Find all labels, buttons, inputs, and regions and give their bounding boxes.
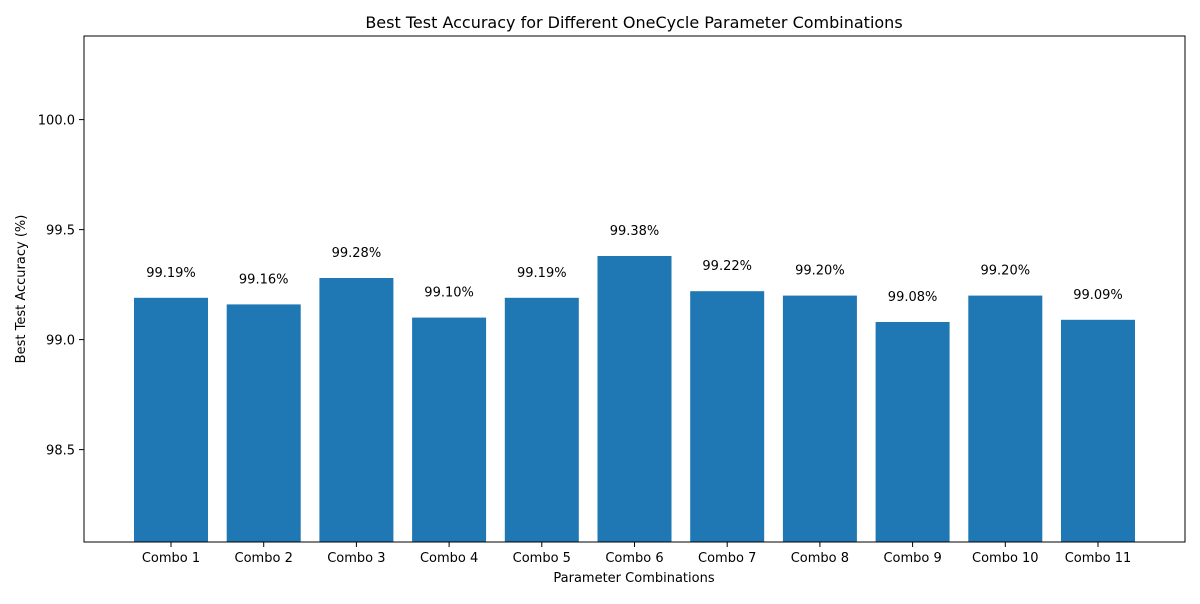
bars-layer bbox=[134, 256, 1135, 542]
bar-10 bbox=[968, 295, 1043, 542]
x-tick-label-1: Combo 1 bbox=[142, 551, 200, 566]
chart-title: Best Test Accuracy for Different OneCycl… bbox=[365, 13, 902, 32]
data-label-7: 99.22% bbox=[702, 259, 752, 274]
x-tick-label-10: Combo 10 bbox=[972, 551, 1039, 566]
data-label-10: 99.20% bbox=[981, 264, 1031, 279]
data-labels-layer: 99.19% 99.16% 99.28% 99.10% 99.19% 99.38% 99.2… bbox=[146, 224, 1123, 305]
data-label-3: 99.28% bbox=[332, 246, 382, 261]
x-axis: Combo 1 Combo 2 Combo 3 Combo 4 Combo 5 Combo… bbox=[142, 542, 1131, 566]
x-tick-label-7: Combo 7 bbox=[698, 551, 756, 566]
data-label-9: 99.08% bbox=[888, 290, 938, 305]
y-tick-label-2: 99.0 bbox=[46, 334, 75, 349]
x-tick-label-6: Combo 6 bbox=[605, 551, 663, 566]
y-tick-label-1: 98.5 bbox=[46, 444, 75, 459]
x-tick-label-2: Combo 2 bbox=[235, 551, 293, 566]
y-tick-label-4: 100.0 bbox=[38, 114, 75, 129]
y-tick-label-3: 99.5 bbox=[46, 224, 75, 239]
data-label-11: 99.09% bbox=[1073, 288, 1123, 303]
x-tick-label-11: Combo 11 bbox=[1065, 551, 1132, 566]
x-tick-label-3: Combo 3 bbox=[327, 551, 385, 566]
x-tick-label-5: Combo 5 bbox=[513, 551, 571, 566]
x-tick-label-4: Combo 4 bbox=[420, 551, 478, 566]
bar-5 bbox=[504, 297, 579, 542]
y-axis-label: Best Test Accuracy (%) bbox=[14, 215, 29, 364]
y-axis: 98.5 99.0 99.5 100.0 bbox=[38, 114, 84, 459]
data-label-5: 99.19% bbox=[517, 266, 567, 281]
data-label-8: 99.20% bbox=[795, 264, 845, 279]
bar-3 bbox=[319, 278, 394, 542]
data-label-1: 99.19% bbox=[146, 266, 196, 281]
bar-6 bbox=[597, 256, 672, 542]
bar-8 bbox=[782, 295, 857, 542]
bar-4 bbox=[412, 317, 487, 542]
bar-1 bbox=[134, 297, 208, 542]
data-label-4: 99.10% bbox=[424, 286, 474, 301]
x-tick-label-8: Combo 8 bbox=[791, 551, 849, 566]
bar-9 bbox=[875, 322, 950, 542]
x-tick-label-9: Combo 9 bbox=[883, 551, 941, 566]
bar-11 bbox=[1061, 319, 1135, 542]
data-label-2: 99.16% bbox=[239, 272, 289, 287]
x-axis-label: Parameter Combinations bbox=[553, 571, 714, 586]
data-label-6: 99.38% bbox=[610, 224, 660, 239]
bar-7 bbox=[690, 291, 765, 542]
bar-2 bbox=[226, 304, 301, 542]
